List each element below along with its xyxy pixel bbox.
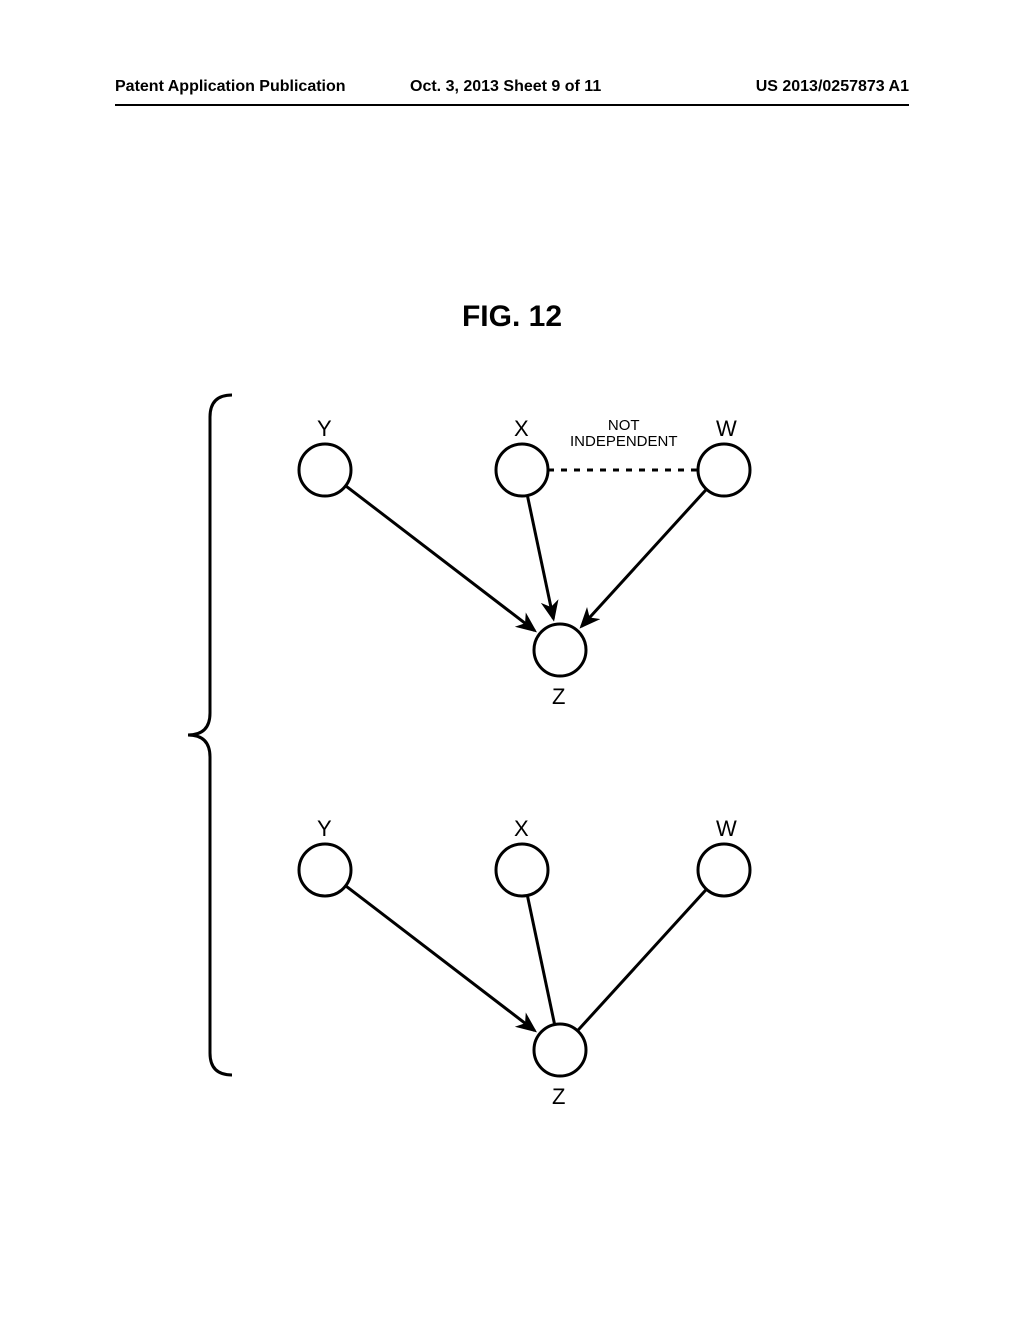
- node-label-top-X: X: [514, 416, 529, 442]
- node-label-bottom-Y: Y: [317, 816, 332, 842]
- node-bottom-W: [698, 844, 750, 896]
- node-top-W: [698, 444, 750, 496]
- edges-group: [346, 470, 707, 1031]
- edge-Y-Z: [346, 886, 535, 1031]
- edge-X-Z: [527, 895, 554, 1024]
- edge-X-Z: [527, 495, 553, 618]
- edge-W-Z: [578, 889, 707, 1031]
- curly-brace: [188, 395, 232, 1075]
- node-bottom-Z: [534, 1024, 586, 1076]
- node-top-Z: [534, 624, 586, 676]
- node-label-bottom-Z: Z: [552, 1084, 565, 1110]
- annotation-line2: INDEPENDENT: [570, 434, 678, 450]
- node-label-top-Z: Z: [552, 684, 565, 710]
- node-label-bottom-X: X: [514, 816, 529, 842]
- annotation-not-independent: NOTINDEPENDENT: [570, 418, 678, 450]
- node-bottom-X: [496, 844, 548, 896]
- node-top-X: [496, 444, 548, 496]
- node-bottom-Y: [299, 844, 351, 896]
- node-label-bottom-W: W: [716, 816, 737, 842]
- node-label-top-Y: Y: [317, 416, 332, 442]
- edge-Y-Z: [346, 486, 535, 631]
- page: Patent Application Publication Oct. 3, 2…: [0, 0, 1024, 1320]
- brace-path: [188, 395, 232, 1075]
- edge-W-Z: [582, 489, 707, 626]
- node-label-top-W: W: [716, 416, 737, 442]
- nodes-group: [299, 444, 750, 1076]
- annotation-line1: NOT: [570, 418, 678, 434]
- diagram-canvas: [0, 0, 1024, 1320]
- node-top-Y: [299, 444, 351, 496]
